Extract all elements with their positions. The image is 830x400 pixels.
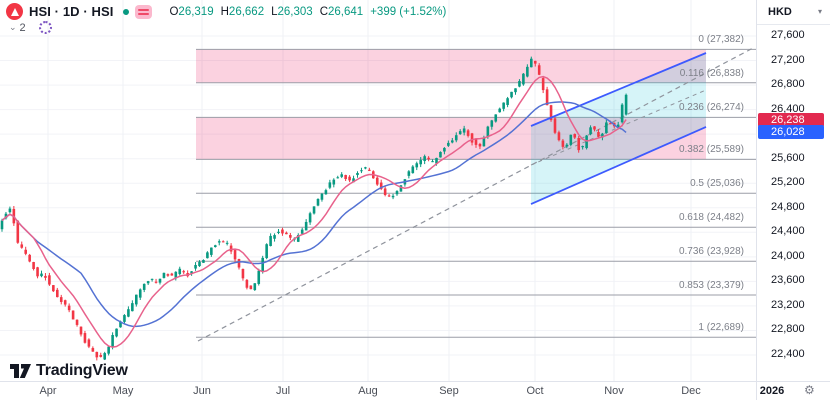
indicator-row: ⌄ 2	[9, 21, 52, 34]
high-label: H	[220, 5, 229, 18]
low-label: L	[271, 5, 278, 18]
open-label: O	[169, 5, 179, 18]
symbol-logo-icon[interactable]	[6, 3, 23, 20]
month-label[interactable]: Sep	[439, 385, 459, 397]
symbol-title[interactable]: HSI · 1D · HSI	[29, 4, 114, 19]
price-tick-label: 24,800	[771, 200, 805, 213]
indicator-loading-icon	[38, 21, 52, 34]
month-label[interactable]: Jun	[193, 385, 211, 397]
fib-level-label: 0 (27,382)	[698, 34, 744, 46]
price-tick-label: 23,600	[771, 274, 805, 287]
time-axis-settings-gear-icon[interactable]: ⚙	[804, 383, 815, 397]
month-label[interactable]: Nov	[604, 385, 624, 397]
year-label[interactable]: 2026	[759, 385, 785, 397]
symbol-info-icon[interactable]	[135, 4, 153, 19]
currency-label[interactable]: HKD	[768, 6, 792, 18]
price-tick-label: 22,800	[771, 323, 805, 336]
close-label: C	[319, 5, 329, 18]
month-label[interactable]: May	[112, 385, 134, 397]
price-tick-label: 25,600	[771, 151, 805, 164]
time-axis-separator[interactable]	[0, 381, 830, 382]
price-tick-label: 24,000	[771, 249, 805, 262]
indicator-count: 2	[19, 21, 26, 34]
price-tick-label: 25,200	[771, 176, 805, 189]
tradingview-mark-icon	[10, 364, 31, 378]
fib-level-label: 0.382 (25,589)	[678, 144, 744, 156]
fib-level-label: 0.618 (24,482)	[678, 212, 744, 224]
fib-level-label: 0.116 (26,838)	[679, 67, 744, 79]
symbol-legend: HSI · 1D · HSI O 26,319 H 26,662 L 26,303 C…	[6, 3, 446, 20]
chevron-down-icon: ⌄	[9, 22, 17, 32]
price-tick-label: 23,200	[771, 298, 805, 311]
price-badge: 26,028	[758, 125, 824, 140]
open-value: 26,319	[178, 5, 214, 18]
fib-level-label: 0.5 (25,036)	[690, 178, 744, 190]
price-tick-label: 26,800	[771, 78, 805, 91]
month-label[interactable]: Aug	[358, 385, 378, 397]
fib-level-label: 0.853 (23,379)	[678, 279, 744, 291]
tradingview-logo[interactable]: TradingView	[10, 362, 128, 380]
close-value: 26,641	[328, 5, 364, 18]
sail-glyph	[10, 7, 19, 16]
collapse-indicators-button[interactable]: ⌄ 2	[9, 22, 26, 34]
price-badge: 26,238	[758, 112, 824, 127]
month-label[interactable]: Dec	[681, 385, 701, 397]
price-tick-label: 26,400	[771, 102, 805, 115]
price-tick-label: 22,400	[771, 347, 805, 360]
price-tick-label: 27,200	[771, 53, 805, 66]
price-axis-separator[interactable]	[756, 0, 757, 400]
price-tick-label: 27,600	[771, 29, 805, 41]
market-status-dot-icon	[123, 8, 130, 15]
currency-caret-icon[interactable]: ▾	[818, 7, 823, 16]
price-tick-label: 24,400	[771, 225, 805, 238]
fib-level-label: 0.736 (23,928)	[678, 246, 744, 258]
change-value: +399 (+1.52%)	[370, 5, 447, 18]
currency-row-divider	[757, 24, 830, 25]
high-value: 26,662	[228, 5, 265, 18]
month-label[interactable]: Apr	[39, 385, 57, 397]
month-label[interactable]: Oct	[526, 385, 544, 397]
tradingview-wordmark: TradingView	[36, 362, 128, 379]
fib-level-label: 0.236 (26,274)	[678, 102, 744, 114]
ohlc-readout: O 26,319 H 26,662 L 26,303 C 26,641 +399 (+1…	[162, 6, 446, 18]
fib-level-label: 1 (22,689)	[698, 322, 744, 334]
low-value: 26,303	[277, 5, 313, 18]
month-label[interactable]: Jul	[275, 385, 291, 397]
